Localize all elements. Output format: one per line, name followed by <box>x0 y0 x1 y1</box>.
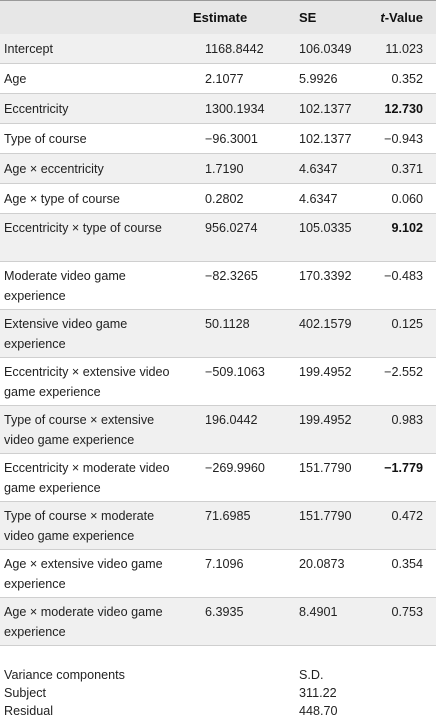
row-se: 4.6347 <box>299 162 338 176</box>
row-estimate: 1.7190 <box>205 162 244 176</box>
row-tvalue: 0.060 <box>391 192 423 206</box>
row-tvalue: 0.983 <box>391 413 423 427</box>
row-estimate: 0.2802 <box>205 192 244 206</box>
row-label: Age × eccentricity <box>4 162 104 176</box>
row-tvalue: 12.730 <box>384 102 423 116</box>
row-se: 199.4952 <box>299 365 352 379</box>
row-se: 105.0335 <box>299 221 352 235</box>
row-tvalue: 0.753 <box>391 605 423 619</box>
table-row: Extensive video game experience 50.1128 40… <box>0 310 436 358</box>
row-estimate: −96.3001 <box>205 132 258 146</box>
row-label: Eccentricity × type of course <box>4 221 162 235</box>
table-row: Intercept 1168.8442 106.0349 11.023 <box>0 34 436 64</box>
table-header: Estimate SE t-Value <box>0 0 436 34</box>
row-se: 170.3392 <box>299 269 352 283</box>
row-tvalue: 9.102 <box>391 221 423 235</box>
row-label: Eccentricity <box>4 102 69 116</box>
row-label: Type of course × moderate video game exp… <box>4 509 155 543</box>
row-tvalue: −1.779 <box>384 461 423 475</box>
row-se: 5.9926 <box>299 72 338 86</box>
row-se: 151.7790 <box>299 509 352 523</box>
row-label: Extensive video game experience <box>4 317 128 351</box>
row-estimate: 50.1128 <box>205 317 250 331</box>
row-estimate: 1168.8442 <box>205 42 264 56</box>
variance-title: Variance components <box>4 668 125 682</box>
table-row: Age 2.1077 5.9926 0.352 <box>0 64 436 94</box>
row-se: 102.1377 <box>299 102 352 116</box>
row-tvalue: −0.483 <box>384 269 423 283</box>
row-estimate: 6.3935 <box>205 605 244 619</box>
table-row: Eccentricity × moderate video game exper… <box>0 454 436 502</box>
header-estimate: Estimate <box>193 10 248 25</box>
row-tvalue: 11.023 <box>385 42 423 56</box>
row-tvalue: 0.472 <box>391 509 423 523</box>
table-row: Age × type of course 0.2802 4.6347 0.060 <box>0 184 436 214</box>
header-tvalue: t-Value <box>380 10 423 25</box>
table-row: Type of course × moderate video game exp… <box>0 502 436 550</box>
row-label: Moderate video game experience <box>4 269 126 303</box>
row-label: Type of course × extensive video game ex… <box>4 413 155 447</box>
row-se: 8.4901 <box>299 605 338 619</box>
row-label: Age × extensive video game experience <box>4 557 163 591</box>
row-tvalue: −0.943 <box>384 132 423 146</box>
row-tvalue: 0.354 <box>391 557 423 571</box>
variance-residual-value: 448.70 <box>299 704 338 718</box>
table-row: Eccentricity × type of course 956.0274 105… <box>0 214 436 262</box>
table-row: Moderate video game experience −82.3265 17… <box>0 262 436 310</box>
row-se: 106.0349 <box>299 42 352 56</box>
variance-sd-label: S.D. <box>299 668 324 682</box>
row-label: Eccentricity × extensive video game expe… <box>4 365 170 399</box>
row-label: Age × type of course <box>4 192 120 206</box>
table-row: Eccentricity 1300.1934 102.1377 12.730 <box>0 94 436 124</box>
row-label: Type of course <box>4 132 87 146</box>
table-row: Type of course × extensive video game ex… <box>0 406 436 454</box>
row-label: Eccentricity × moderate video game exper… <box>4 461 170 495</box>
header-se: SE <box>299 10 317 25</box>
row-estimate: −82.3265 <box>205 269 258 283</box>
row-label: Age × moderate video game experience <box>4 605 163 639</box>
variance-subject-label: Subject <box>4 686 47 700</box>
row-estimate: 956.0274 <box>205 221 258 235</box>
table-row: Eccentricity × extensive video game expe… <box>0 358 436 406</box>
variance-residual-label: Residual <box>4 704 54 718</box>
header-tvalue-rest: -Value <box>384 10 423 25</box>
row-label: Age <box>4 72 27 86</box>
header-tvalue-t: t <box>380 10 385 25</box>
row-tvalue: 0.125 <box>391 317 423 331</box>
row-estimate: 2.1077 <box>205 72 244 86</box>
row-label: Intercept <box>4 42 54 56</box>
table-row: Age × extensive video game experience 7.1… <box>0 550 436 598</box>
variance-components: Variance components S.D. Subject 311.22 … <box>0 662 436 719</box>
row-se: 151.7790 <box>299 461 352 475</box>
table-row: Type of course −96.3001 102.1377 −0.943 <box>0 124 436 154</box>
row-se: 4.6347 <box>299 192 338 206</box>
row-se: 20.0873 <box>299 557 345 571</box>
row-tvalue: 0.371 <box>391 162 423 176</box>
row-estimate: 1300.1934 <box>205 102 265 116</box>
variance-subject-value: 311.22 <box>299 686 337 700</box>
table-row: Age × eccentricity 1.7190 4.6347 0.371 <box>0 154 436 184</box>
row-estimate: −269.9960 <box>205 461 265 475</box>
row-se: 199.4952 <box>299 413 352 427</box>
row-estimate: −509.1063 <box>205 365 265 379</box>
row-tvalue: −2.552 <box>384 365 423 379</box>
row-estimate: 7.1096 <box>205 557 244 571</box>
row-estimate: 71.6985 <box>205 509 251 523</box>
table-row: Age × moderate video game experience 6.39… <box>0 598 436 646</box>
row-se: 402.1579 <box>299 317 352 331</box>
row-tvalue: 0.352 <box>391 72 423 86</box>
row-se: 102.1377 <box>299 132 352 146</box>
row-estimate: 196.0442 <box>205 413 258 427</box>
